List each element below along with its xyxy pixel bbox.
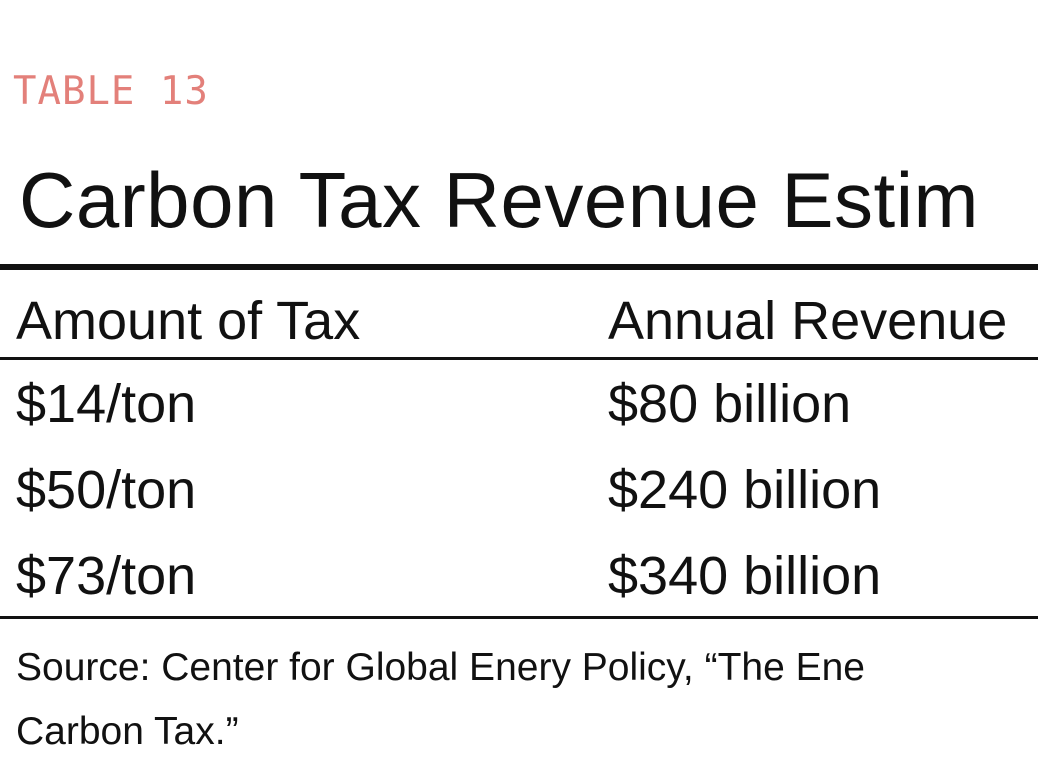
table-cell-tax: $14/ton	[16, 374, 197, 434]
table-cell-tax: $73/ton	[16, 546, 197, 606]
table-number-label: TABLE 13	[13, 69, 209, 114]
header-amount-of-tax: Amount of Tax	[16, 291, 361, 351]
source-text-line-2: Carbon Tax.”	[16, 710, 239, 753]
table-cell-tax: $50/ton	[16, 460, 197, 520]
table-bottom-divider	[0, 616, 1038, 619]
source-text-line-1: Center for Global Enery Policy, “The Ene	[161, 646, 866, 689]
table-cell-revenue: $80 billion	[608, 374, 852, 434]
table-cell-revenue: $340 billion	[608, 546, 882, 606]
table-title: Carbon Tax Revenue Estim	[19, 156, 980, 244]
header-annual-revenue: Annual Revenue	[608, 291, 1008, 351]
title-divider	[0, 264, 1038, 270]
source-label: Source:	[16, 646, 151, 689]
table-cell-revenue: $240 billion	[608, 460, 882, 520]
header-divider	[0, 357, 1038, 360]
source-note: Source: Center for Global Enery Policy, …	[16, 636, 1038, 764]
